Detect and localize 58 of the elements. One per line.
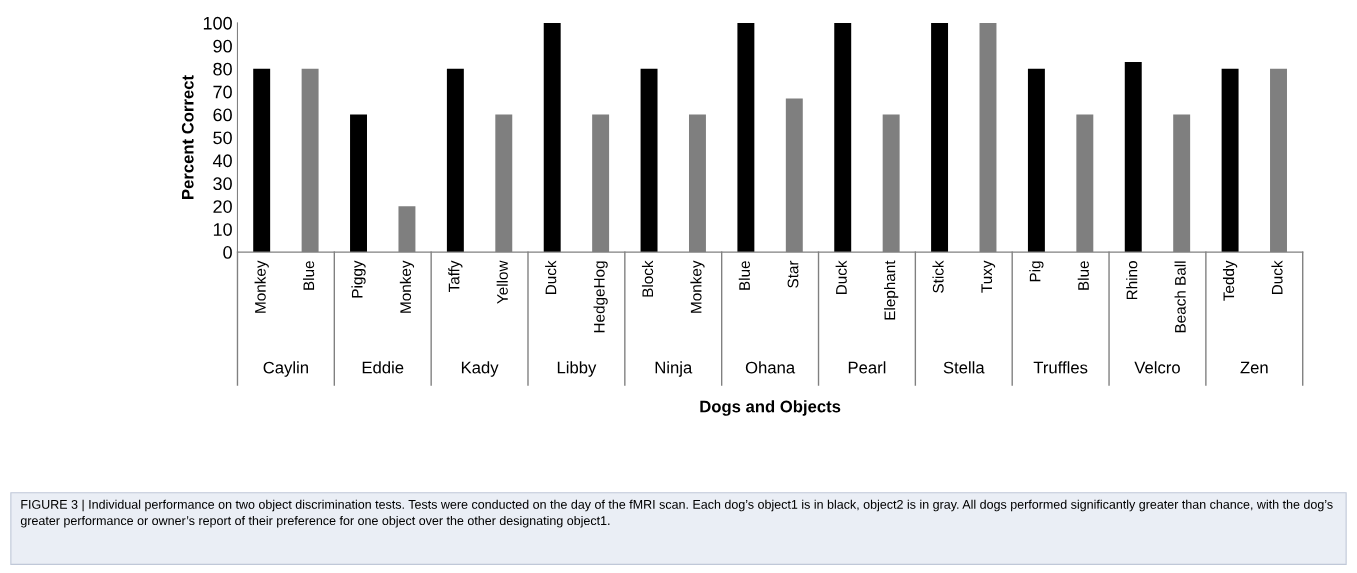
- y-tick-label: 60: [213, 108, 232, 122]
- x-tick-label: Teddy: [1222, 260, 1238, 301]
- text: Zen: [1240, 361, 1268, 374]
- bar: [1124, 61, 1142, 253]
- bar: [1221, 68, 1239, 253]
- x-tick-label: Blue: [1077, 261, 1089, 290]
- x-tick-label: Yellow: [496, 260, 508, 304]
- bar: [253, 68, 271, 253]
- y-tick-label: 0: [223, 246, 232, 259]
- x-tick-label: Block: [641, 260, 654, 297]
- x-tick-label: Blue: [302, 261, 315, 290]
- text: Velcro: [1134, 361, 1180, 374]
- text: Ohana: [745, 361, 796, 374]
- x-tick-label: Tuxy: [981, 260, 996, 293]
- y-tick-label: 20: [213, 200, 232, 213]
- x-tick-label: Pig: [1029, 261, 1044, 282]
- y-tick-label: 50: [213, 131, 232, 145]
- text: Pearl: [848, 361, 886, 374]
- y-tick-label: 30: [213, 177, 232, 191]
- y-tick-label: 70: [213, 85, 232, 99]
- y-tick-label: 10: [213, 223, 232, 236]
- x-tick-label: Duck: [545, 260, 557, 295]
- text: Caylin: [263, 361, 308, 377]
- y-axis-title: Percent Correct: [181, 75, 194, 199]
- x-tick-label: Elephant: [884, 260, 899, 320]
- x-tick-label: Monkey: [254, 260, 269, 313]
- text: Libby: [557, 361, 597, 377]
- x-tick-label: Rhino: [1126, 261, 1138, 300]
- x-tick-label: Piggy: [351, 260, 366, 298]
- bar: [737, 22, 755, 253]
- bar: [350, 114, 367, 253]
- y-tick-label: 80: [213, 62, 232, 76]
- x-tick-label: Duck: [1271, 260, 1283, 295]
- text: Ninja: [655, 361, 693, 377]
- x-tick-label: Stick: [932, 260, 944, 293]
- x-tick-label: Monkey: [399, 260, 415, 313]
- bar: [543, 22, 561, 253]
- bar: [931, 22, 949, 253]
- y-tick-label: 100: [203, 16, 232, 30]
- y-tick-label: 40: [212, 154, 232, 168]
- caption: FIGURE 3 | Individual performance on two object discrimination tests. Tests were conducted on the day of the fMRI scan. Each dog’s object1 is in black, object2 is in gray. All dogs performed significantly greater than chance, with the dog’s greater performance or owner’s report of their preference for one object over the other designating object1.: [20, 499, 1333, 528]
- x-tick-label: Blue: [738, 261, 750, 290]
- bar: [640, 68, 658, 253]
- bar: [834, 22, 852, 253]
- x-tick-label: Monkey: [690, 260, 705, 313]
- text: Stella: [943, 361, 985, 374]
- x-tick-label: HedgeHog: [593, 261, 608, 333]
- x-tick-label: Duck: [835, 260, 847, 295]
- x-tick-label: Star: [787, 260, 799, 288]
- x-tick-label: Beach Ball: [1174, 261, 1186, 333]
- bar: [446, 68, 464, 253]
- text: Truffles: [1033, 361, 1088, 374]
- x-tick-label: Taffy: [448, 260, 463, 293]
- text: Eddie: [362, 361, 404, 374]
- x-axis-title: Dogs and Objects: [700, 400, 841, 416]
- text: Kady: [461, 361, 499, 377]
- bar: [1027, 68, 1045, 253]
- y-tick-label: 90: [213, 39, 232, 53]
